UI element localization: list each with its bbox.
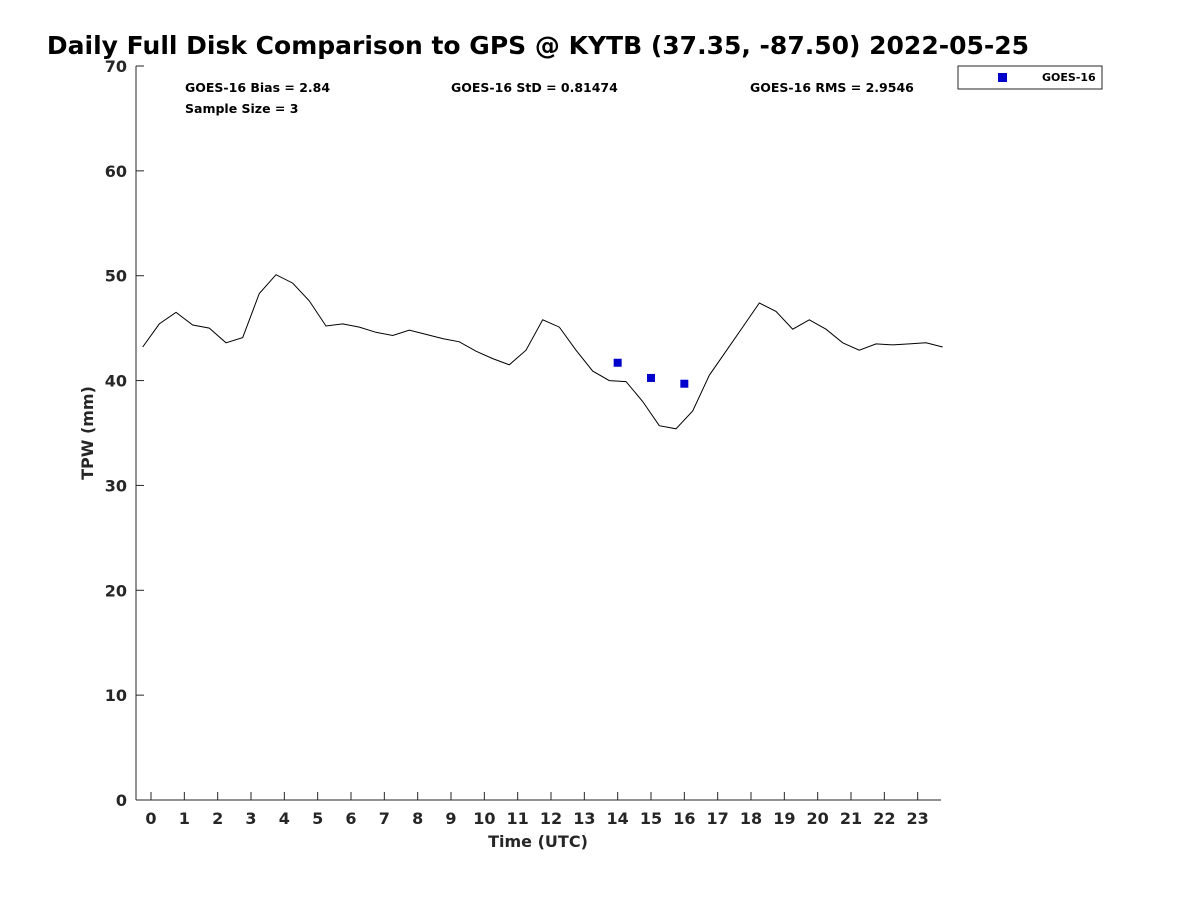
- x-tick-label: 23: [907, 809, 929, 828]
- axes: [135, 66, 941, 801]
- x-axis-label: Time (UTC): [488, 832, 588, 851]
- legend-label-goes16: GOES-16: [1042, 71, 1096, 84]
- x-tick-label: 18: [740, 809, 762, 828]
- y-ticks: 0 10 20 30 40 50 60 70: [105, 57, 144, 810]
- chart-title: Daily Full Disk Comparison to GPS @ KYTB…: [47, 31, 1029, 60]
- x-tick-label: 9: [445, 809, 456, 828]
- std-stat: GOES-16 StD = 0.81474: [451, 80, 618, 95]
- legend-marker-goes16: [998, 73, 1007, 82]
- gps-tpw-line: [142, 274, 943, 430]
- y-tick-label: 10: [105, 686, 127, 705]
- x-tick-label: 7: [379, 809, 390, 828]
- x-tick-label: 13: [573, 809, 595, 828]
- legend: GOES-16: [957, 65, 1103, 90]
- bias-stat: GOES-16 Bias = 2.84: [185, 80, 330, 95]
- x-tick-label: 21: [840, 809, 862, 828]
- goes16-point: [680, 379, 689, 388]
- y-tick-label: 60: [105, 162, 127, 181]
- x-tick-label: 17: [707, 809, 729, 828]
- x-tick-label: 22: [873, 809, 895, 828]
- x-tick-label: 8: [412, 809, 423, 828]
- x-tick-label: 20: [807, 809, 829, 828]
- y-tick-label: 0: [116, 791, 127, 810]
- x-tick-label: 1: [179, 809, 190, 828]
- y-tick-label: 40: [105, 372, 127, 391]
- x-tick-label: 10: [473, 809, 495, 828]
- sample-size-stat: Sample Size = 3: [185, 101, 298, 116]
- x-tick-label: 15: [640, 809, 662, 828]
- x-tick-label: 16: [673, 809, 695, 828]
- x-tick-label: 12: [540, 809, 562, 828]
- goes16-point: [647, 373, 655, 382]
- plot-area: [142, 274, 943, 430]
- y-tick-label: 30: [105, 476, 127, 495]
- x-tick-label: 4: [279, 809, 290, 828]
- y-tick-label: 20: [105, 581, 127, 600]
- x-tick-label: 0: [145, 809, 156, 828]
- x-tick-label: 19: [773, 809, 795, 828]
- x-tick-label: 2: [212, 809, 223, 828]
- y-tick-label: 50: [105, 267, 127, 286]
- y-tick-label: 70: [105, 57, 127, 76]
- x-tick-label: 14: [607, 809, 629, 828]
- x-tick-label: 11: [507, 809, 529, 828]
- x-ticks: 0 1 2 3 4 5 6 7 8 9 10 11 12 13 14 15 16 17 18 19 20 21 22 23: [145, 792, 929, 828]
- y-axis-label: TPW (mm): [78, 386, 97, 480]
- rms-stat: GOES-16 RMS = 2.9546: [750, 80, 914, 95]
- x-tick-label: 3: [245, 809, 256, 828]
- goes16-point: [613, 358, 622, 367]
- legend-box: [957, 65, 1103, 90]
- x-tick-label: 5: [312, 809, 323, 828]
- x-tick-label: 6: [345, 809, 356, 828]
